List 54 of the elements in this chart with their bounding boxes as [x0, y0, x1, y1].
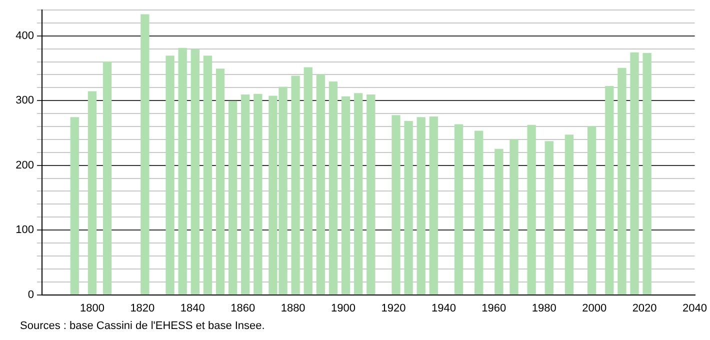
bar — [203, 56, 212, 295]
x-tick-label: 1980 — [532, 302, 556, 314]
bar — [341, 96, 350, 295]
bar — [328, 82, 338, 295]
bar — [190, 49, 200, 295]
bar — [366, 94, 376, 295]
bar — [544, 141, 554, 295]
x-tick-label: 1860 — [230, 302, 256, 314]
bar — [316, 74, 326, 295]
x-tick-label: 1820 — [130, 302, 155, 314]
bar — [642, 53, 652, 295]
bar — [70, 117, 79, 295]
bar — [392, 115, 400, 295]
x-tick-label: 1840 — [180, 302, 205, 314]
x-tick-label: 1920 — [381, 302, 406, 314]
y-tick-label: 400 — [16, 30, 34, 42]
bar — [474, 130, 484, 295]
bar — [304, 67, 312, 295]
x-tick-label: 2020 — [632, 302, 657, 314]
bar — [254, 94, 262, 295]
bar — [241, 94, 250, 295]
bar — [605, 86, 614, 295]
bar — [354, 93, 363, 295]
y-tick-label: 0 — [28, 288, 34, 301]
x-tick-label: 2000 — [582, 302, 607, 314]
y-tick-label: 200 — [16, 159, 34, 172]
bar — [527, 124, 536, 295]
bar — [510, 139, 518, 295]
bar — [630, 52, 639, 295]
bar — [291, 76, 300, 295]
x-tick-label: 2040 — [682, 302, 708, 314]
x-tick-label: 1880 — [280, 302, 306, 314]
source-note: Sources : base Cassini de l'EHESS et base Insee. — [20, 320, 265, 332]
y-tick-label: 300 — [16, 94, 34, 107]
bar — [588, 126, 596, 295]
bar — [494, 148, 504, 295]
bar — [228, 100, 238, 295]
x-tick-label: 1800 — [80, 302, 104, 314]
x-tick-label: 1940 — [431, 302, 456, 314]
bar — [416, 117, 426, 295]
bar — [429, 116, 438, 295]
y-tick-label: 100 — [16, 224, 34, 236]
bar — [454, 124, 464, 295]
bar — [140, 14, 150, 295]
x-tick-label: 1900 — [331, 302, 356, 314]
bar — [564, 134, 574, 295]
bar — [618, 68, 626, 295]
bar — [88, 91, 97, 295]
x-tick-label: 1960 — [482, 302, 506, 314]
bar — [166, 56, 174, 295]
bar — [216, 68, 225, 295]
bar — [404, 121, 413, 295]
bar — [178, 48, 187, 295]
bar — [102, 61, 112, 295]
